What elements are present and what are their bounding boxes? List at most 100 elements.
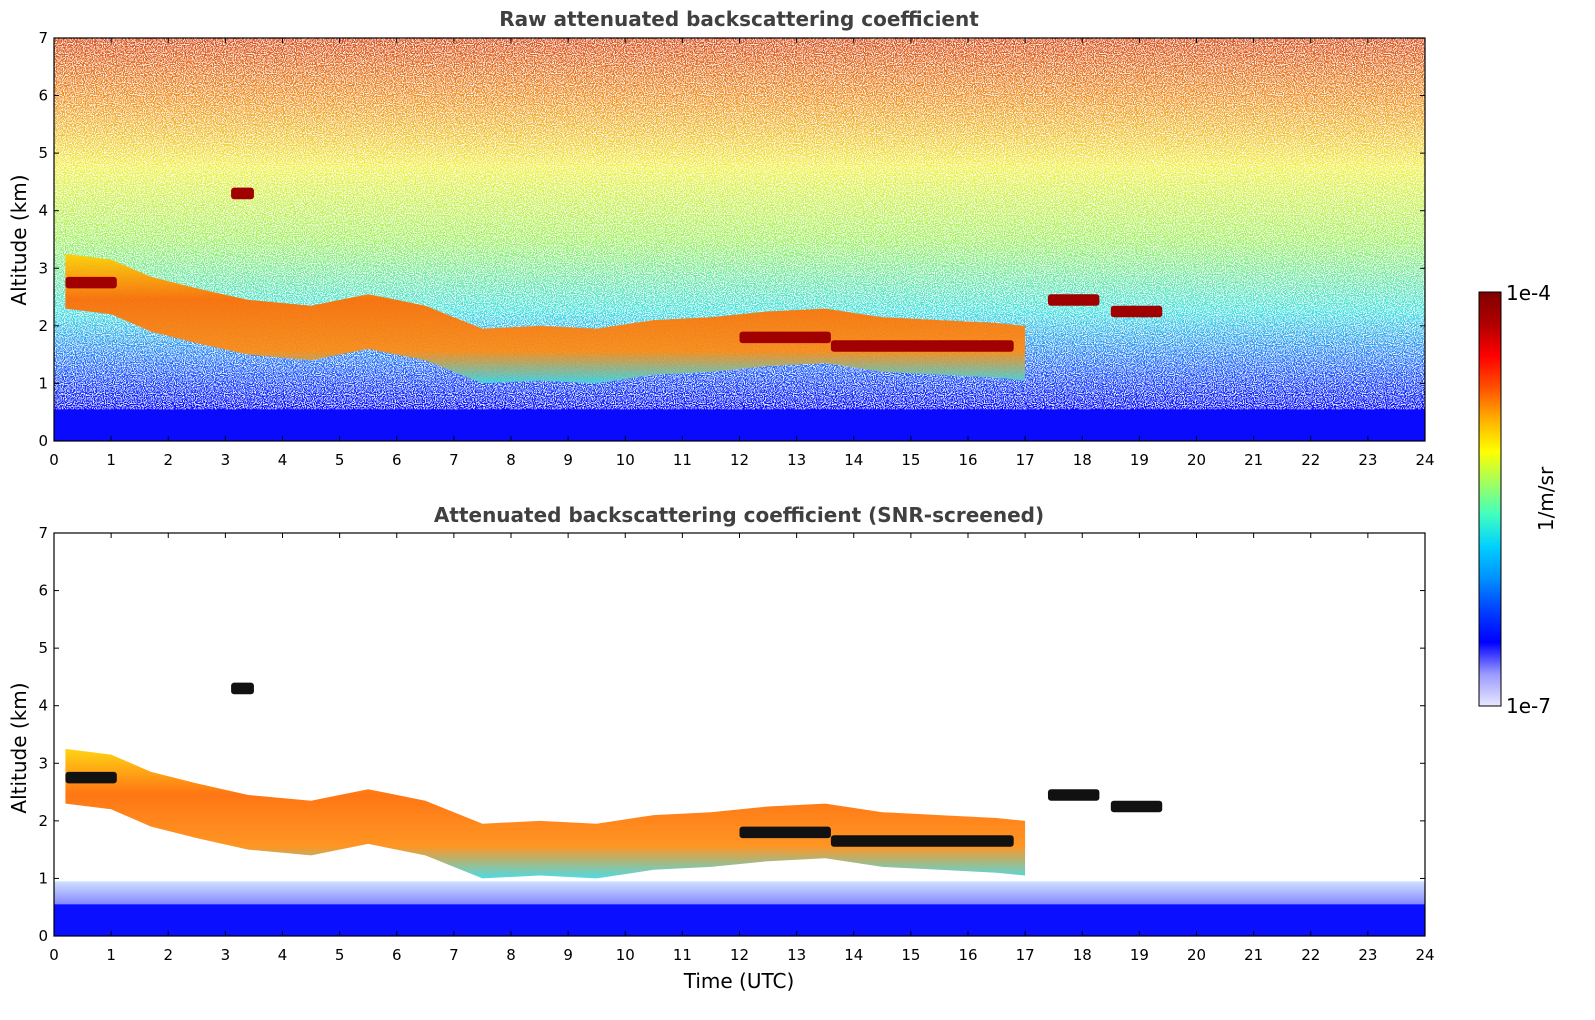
x-tick-label: 2 [163,451,173,469]
x-tick-label: 17 [1016,946,1035,964]
dense-cloud-layer [1047,789,1100,801]
dense-cloud-layer [830,835,1014,847]
colorbar-max-label: 1e-4 [1506,281,1551,305]
y-tick-label: 4 [38,697,48,715]
y-tick-label: 1 [38,869,48,887]
raw-y-ticks: 0 1 2 3 4 5 6 7 [38,29,1425,450]
x-tick-label: 6 [392,946,402,964]
speckle-overlay [54,38,1425,441]
x-tick-label: 22 [1301,451,1320,469]
x-tick-label: 12 [730,451,749,469]
y-tick-label: 6 [38,582,48,600]
screened-y-axis-label: Altitude (km) [7,682,31,813]
x-tick-label: 9 [563,451,573,469]
x-tick-label: 10 [616,946,635,964]
dense-cloud-layer [739,826,831,839]
screened-heatmap [54,533,1425,936]
x-tick-label: 24 [1415,946,1434,964]
x-tick-label: 15 [901,451,920,469]
x-tick-label: 7 [449,946,459,964]
x-tick-label: 14 [844,451,863,469]
dense-cloud-layer [739,331,831,344]
x-tick-label: 11 [673,451,692,469]
raw-panel-title: Raw attenuated backscattering coefficien… [499,7,979,31]
dense-cloud-layer [830,340,1014,352]
x-tick-label: 19 [1130,451,1149,469]
x-axis-label: Time (UTC) [683,969,795,993]
dense-cloud-layer [1047,294,1100,306]
y-tick-label: 0 [38,927,48,945]
colorbar-gradient [1479,292,1501,706]
x-tick-label: 12 [730,946,749,964]
x-tick-label: 4 [278,451,288,469]
x-tick-label: 22 [1301,946,1320,964]
dense-cloud-layer [231,682,254,695]
raw-x-ticks: 0 1 2 3 4 5 6 7 8 9 10 11 12 13 14 15 16 17 18 19 20 21 22 23 24 [49,38,1435,469]
x-tick-label: 3 [221,451,231,469]
dense-cloud-layer [1110,305,1163,318]
x-tick-label: 6 [392,451,402,469]
y-tick-label: 6 [38,87,48,105]
x-tick-label: 9 [563,946,573,964]
x-tick-label: 16 [958,451,977,469]
x-tick-label: 3 [221,946,231,964]
x-tick-label: 23 [1358,451,1377,469]
x-tick-label: 8 [506,451,516,469]
x-tick-label: 16 [958,946,977,964]
colorbar-unit-label: 1/m/sr [1534,466,1558,531]
x-tick-label: 8 [506,946,516,964]
x-tick-label: 17 [1016,451,1035,469]
x-tick-label: 5 [335,946,345,964]
y-tick-label: 1 [38,374,48,392]
x-tick-label: 15 [901,946,920,964]
dense-cloud-layer [1110,800,1163,813]
screened-panel-title: Attenuated backscattering coefficient (S… [434,503,1044,527]
x-tick-label: 0 [49,946,59,964]
raw-heatmap [54,38,1425,441]
x-tick-label: 19 [1130,946,1149,964]
screened-x-ticks: 0 1 2 3 4 5 6 7 8 9 10 11 12 13 14 15 16 17 18 19 20 21 22 23 24 [49,533,1435,964]
x-tick-label: 13 [787,946,806,964]
surface-layer [54,409,1425,441]
y-tick-label: 5 [38,639,48,657]
x-tick-label: 24 [1415,451,1434,469]
x-tick-label: 1 [106,451,116,469]
x-tick-label: 2 [163,946,173,964]
x-tick-label: 20 [1187,451,1206,469]
x-tick-label: 14 [844,946,863,964]
colorbar-frame [1478,291,1502,707]
y-tick-label: 4 [38,202,48,220]
x-tick-label: 20 [1187,946,1206,964]
raw-y-axis-label: Altitude (km) [7,174,31,305]
y-tick-label: 2 [38,812,48,830]
y-tick-label: 0 [38,432,48,450]
screened-background [54,533,1425,936]
x-tick-label: 10 [616,451,635,469]
raw-panel: Raw attenuated backscattering coefficien… [7,7,1435,469]
x-tick-label: 18 [1073,451,1092,469]
x-tick-label: 11 [673,946,692,964]
x-tick-label: 5 [335,451,345,469]
surface-layer [54,904,1425,936]
colorbar: 1e-4 1e-7 1/m/sr [1478,281,1558,718]
dense-cloud-layer [65,771,117,784]
y-tick-label: 7 [38,524,48,542]
y-tick-label: 2 [38,317,48,335]
x-tick-label: 21 [1244,451,1263,469]
x-tick-label: 13 [787,451,806,469]
x-tick-label: 1 [106,946,116,964]
y-tick-label: 5 [38,144,48,162]
cloud-layer [65,253,1026,384]
x-tick-label: 23 [1358,946,1377,964]
x-tick-label: 18 [1073,946,1092,964]
screened-panel: Attenuated backscattering coefficient (S… [7,503,1435,993]
screened-y-ticks: 0 1 2 3 4 5 6 7 [38,524,1425,945]
dense-cloud-layer [65,276,117,289]
x-tick-label: 0 [49,451,59,469]
x-tick-label: 4 [278,946,288,964]
y-tick-label: 7 [38,29,48,47]
colorbar-min-label: 1e-7 [1506,694,1551,718]
y-tick-label: 3 [38,754,48,772]
x-tick-label: 21 [1244,946,1263,964]
